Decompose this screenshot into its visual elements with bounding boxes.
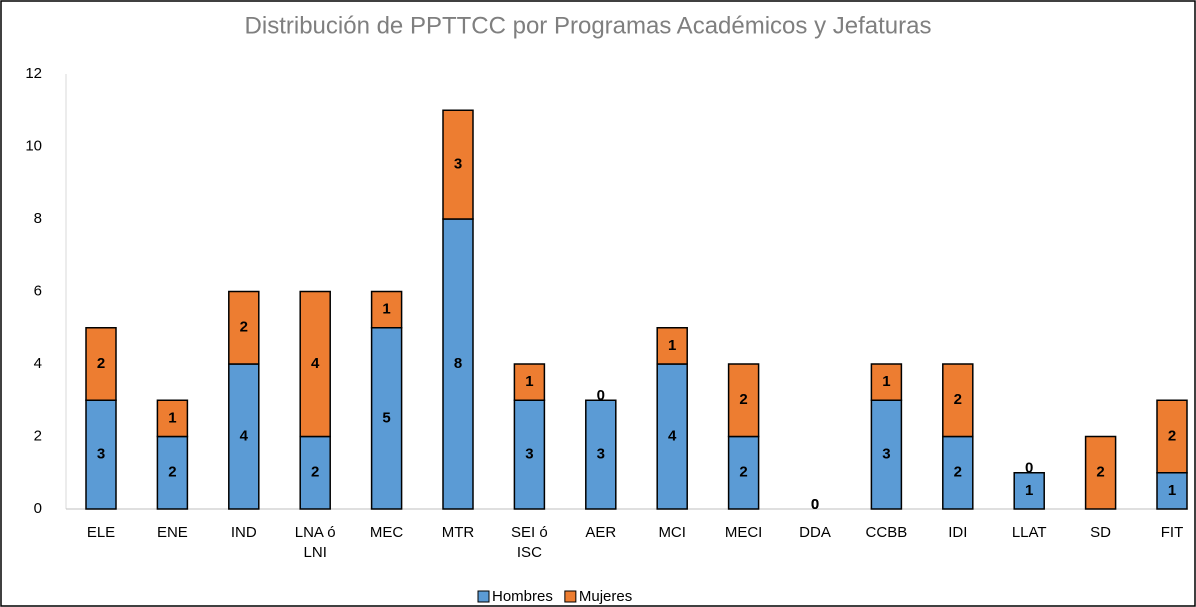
x-tick-label: MCI	[658, 524, 686, 541]
x-tick-label: DDA	[799, 524, 831, 541]
data-label: 1	[882, 373, 890, 390]
x-tick-label: SEI ó ISC	[511, 524, 548, 561]
data-label: 2	[240, 319, 248, 336]
data-label: 2	[954, 391, 962, 408]
data-label: 4	[311, 355, 320, 372]
legend-label: Mujeres	[579, 588, 632, 605]
data-label: 0	[1025, 460, 1033, 477]
bar-segment	[727, 435, 760, 510]
legend-label: Hombres	[492, 588, 553, 605]
bar-segment	[228, 290, 260, 365]
x-tick-label: LNA ó LNI	[295, 524, 336, 561]
data-label: 2	[1168, 427, 1176, 444]
bar-segment	[656, 363, 688, 510]
bar-segment	[513, 399, 546, 510]
y-tick-label: 8	[34, 210, 42, 227]
bar-segment	[370, 327, 403, 510]
bar-segment	[870, 363, 903, 401]
data-label: 3	[525, 446, 533, 463]
bar-segment	[1156, 399, 1188, 474]
bar-segment	[1084, 435, 1117, 510]
y-tick-label: 4	[34, 355, 42, 372]
y-tick-label: 12	[25, 65, 42, 82]
data-label: 1	[1025, 482, 1033, 499]
y-tick-label: 2	[34, 427, 42, 444]
data-label: 2	[1096, 464, 1104, 481]
bar-segment	[85, 399, 117, 510]
x-tick-label: MECI	[725, 524, 763, 541]
bar-segment	[156, 435, 189, 510]
bar-segment	[442, 218, 474, 510]
data-label: 2	[954, 464, 962, 481]
bar-segment	[299, 290, 331, 438]
y-tick-label: 0	[34, 500, 42, 517]
data-label: 1	[382, 301, 390, 318]
chart-title: Distribución de PPTTCC por Programas Aca…	[245, 12, 932, 39]
x-tick-label: MTR	[442, 524, 475, 541]
legend-swatch	[564, 590, 577, 603]
data-label: 0	[811, 496, 819, 513]
bar-segment	[513, 363, 546, 401]
data-label: 1	[168, 409, 176, 426]
bar-segment	[870, 399, 903, 510]
data-label: 4	[668, 427, 677, 444]
bar-segment	[1156, 472, 1188, 510]
data-label: 3	[882, 446, 890, 463]
y-tick-label: 6	[34, 282, 42, 299]
x-tick-label: FIT	[1161, 524, 1184, 541]
data-label: 8	[454, 355, 462, 372]
legend-swatch	[477, 590, 490, 603]
data-label: 1	[668, 337, 676, 354]
bar-segment	[299, 435, 331, 510]
bar-segment	[370, 290, 403, 329]
data-label: 2	[168, 464, 176, 481]
bar-segment	[585, 399, 617, 510]
bar-segment	[1013, 472, 1045, 510]
bar-segment	[942, 363, 974, 438]
data-label: 2	[97, 355, 105, 372]
bar-segment	[942, 435, 974, 510]
x-tick-label: ELE	[87, 524, 115, 541]
y-tick-label: 10	[25, 137, 42, 154]
bar-segment	[727, 363, 760, 438]
data-label: 1	[1168, 482, 1176, 499]
x-tick-label: IND	[231, 524, 257, 541]
bar-segment	[85, 327, 117, 401]
bar-segment	[442, 109, 474, 220]
data-label: 2	[739, 391, 747, 408]
data-label: 3	[97, 446, 105, 463]
data-label: 3	[454, 156, 462, 173]
data-label: 0	[811, 496, 819, 513]
x-tick-label: SD	[1090, 524, 1111, 541]
data-label: 4	[240, 427, 249, 444]
bar-segment	[656, 327, 688, 365]
data-label: 3	[597, 446, 605, 463]
bar-segment	[156, 399, 189, 438]
x-tick-label: ENE	[157, 524, 188, 541]
data-label: 5	[382, 409, 390, 426]
x-tick-label: IDI	[948, 524, 967, 541]
x-tick-label: LLAT	[1012, 524, 1047, 541]
data-label: 2	[311, 464, 319, 481]
data-label: 0	[597, 387, 605, 404]
x-tick-label: AER	[585, 524, 616, 541]
data-label: 1	[525, 373, 533, 390]
x-tick-label: CCBB	[866, 524, 908, 541]
data-label: 2	[739, 464, 747, 481]
x-tick-label: MEC	[370, 524, 404, 541]
